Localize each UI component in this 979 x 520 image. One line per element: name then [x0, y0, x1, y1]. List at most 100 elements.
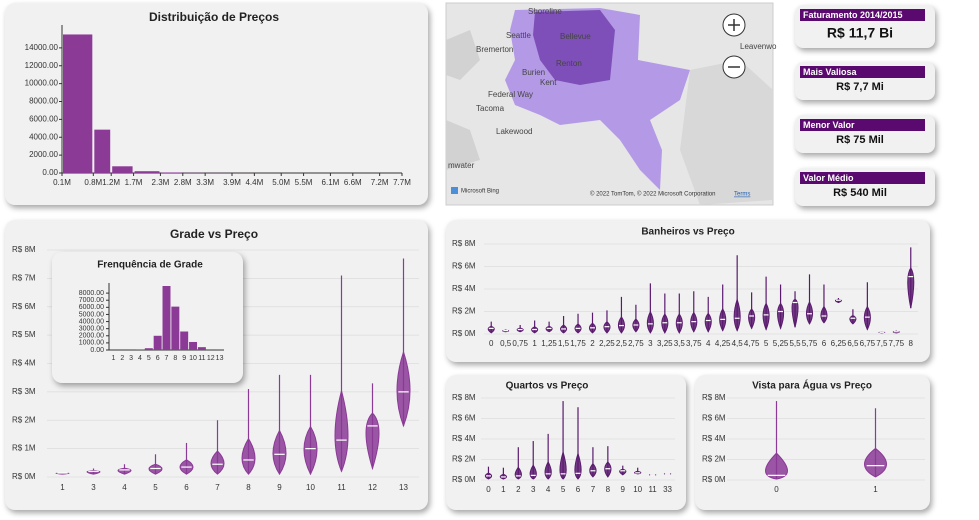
x-tick-label: 10: [306, 483, 315, 492]
x-tick-label: 6: [576, 485, 581, 494]
x-tick-label: 4,75: [744, 339, 760, 348]
violin-body: [864, 447, 887, 478]
violin-body: [148, 463, 163, 475]
map[interactable]: Microsoft Bing © 2022 TomTom, © 2022 Mic…: [445, 2, 774, 206]
violin-body: [849, 315, 857, 325]
map-region: [533, 10, 615, 85]
map-label: mwater: [448, 161, 475, 170]
x-tick-label: 3,5: [674, 339, 686, 348]
x-tick-label: 7: [591, 485, 596, 494]
y-tick-label: 0.00: [90, 347, 104, 354]
violin-body: [863, 305, 871, 331]
chart: Quartos vs Preço R$ 0M R$ 2M R$ 4M R$ 6M R$ 8…: [452, 381, 675, 494]
x-tick-label: 5: [561, 485, 566, 494]
card-label: Mais Valiosa: [803, 67, 858, 77]
y-tick-label: R$ 8M: [452, 239, 476, 248]
violin-body: [748, 308, 756, 330]
y-tick-label: 4000.00: [29, 132, 58, 141]
y-tick-label: R$ 6M: [452, 262, 476, 271]
card-value: R$ 75 Mil: [836, 134, 884, 146]
x-tick-label: 6.6M: [344, 178, 362, 187]
y-tick-label: R$ 1M: [12, 444, 36, 453]
x-tick-label: 2,75: [628, 339, 644, 348]
map-label: Shoreline: [528, 7, 562, 16]
violin-body: [544, 460, 552, 480]
x-tick-label: 5.5M: [295, 178, 313, 187]
x-tick-label: 6,5: [847, 339, 859, 348]
x-tick-label: 1,5: [558, 339, 570, 348]
bar: [153, 335, 162, 350]
y-tick-label: R$ 8M: [12, 245, 36, 254]
x-tick-label: 2.3M: [152, 178, 170, 187]
bar: [134, 171, 160, 173]
chart-title: Banheiros vs Preço: [641, 227, 734, 238]
x-tick-label: 3: [648, 339, 653, 348]
x-tick-label: 12: [207, 355, 215, 362]
violin-body: [545, 325, 553, 333]
y-tick-label: 6000.00: [79, 304, 104, 311]
bar: [161, 172, 182, 173]
map-label: Seattle: [506, 31, 531, 40]
chart-title: Vista para Água vs Preço: [752, 379, 872, 392]
violin-body: [805, 300, 814, 325]
bar: [94, 129, 111, 173]
x-tick-label: 6: [184, 483, 189, 492]
x-tick-label: 6: [156, 355, 160, 362]
x-tick-label: 7: [165, 355, 169, 362]
x-tick-label: 7,75: [889, 339, 905, 348]
x-tick-label: 7: [215, 483, 220, 492]
bar: [63, 34, 93, 173]
x-tick-label: 8: [246, 483, 251, 492]
x-tick-label: 1: [60, 483, 65, 492]
card-header: [800, 9, 925, 21]
y-tick-label: R$ 4M: [452, 434, 476, 443]
violin-body: [559, 450, 567, 480]
y-tick-label: 7000.00: [79, 297, 104, 304]
x-tick-label: 9: [277, 483, 282, 492]
panel: [446, 220, 930, 362]
card-label: Valor Médio: [803, 173, 854, 183]
x-tick-label: 13: [216, 355, 224, 362]
y-tick-label: 8000.00: [29, 97, 58, 106]
x-tick-label: 11: [198, 355, 205, 362]
violin-body: [272, 429, 287, 476]
bar: [144, 348, 153, 350]
map-attribution: © 2022 TomTom, © 2022 Microsoft Corporat…: [590, 191, 715, 198]
x-tick-label: 1,25: [541, 339, 557, 348]
bing-logo: [451, 187, 458, 194]
y-tick-label: R$ 2M: [452, 455, 476, 464]
x-tick-label: 0: [489, 339, 494, 348]
card-label: Faturamento 2014/2015: [803, 10, 903, 20]
y-tick-label: 10000.00: [25, 79, 59, 88]
x-tick-label: 4.4M: [245, 178, 263, 187]
y-tick-label: R$ 8M: [702, 393, 726, 402]
panel: [5, 3, 428, 205]
y-tick-label: 8000.00: [79, 290, 104, 297]
x-tick-label: 0.1M: [53, 178, 71, 187]
chart-title: Quartos vs Preço: [506, 381, 589, 392]
x-tick-label: 1: [501, 485, 506, 494]
chart: Banheiros vs Preço R$ 0M R$ 2M R$ 4M R$ 6M R$…: [452, 227, 918, 348]
y-tick-label: 2000.00: [29, 150, 58, 159]
x-tick-label: 0,75: [512, 339, 528, 348]
y-tick-label: 4000.00: [79, 318, 104, 325]
map-label: Renton: [556, 59, 582, 68]
y-tick-label: R$ 4M: [702, 434, 726, 443]
x-tick-label: 9: [621, 485, 626, 494]
bar: [171, 306, 180, 350]
x-tick-label: 2: [516, 485, 521, 494]
x-tick-label: 4,5: [732, 339, 744, 348]
map-terms[interactable]: Terms: [734, 192, 750, 198]
x-tick-label: 0: [486, 485, 491, 494]
x-tick-label: 3.3M: [196, 178, 214, 187]
y-tick-label: R$ 4M: [452, 284, 476, 293]
y-tick-label: 12000.00: [25, 61, 59, 70]
violin-body: [777, 302, 785, 330]
x-tick-label: 7,5: [876, 339, 888, 348]
y-tick-label: R$ 8M: [452, 393, 476, 402]
map-label: Bremerton: [476, 45, 513, 54]
x-tick-label: 1: [873, 485, 878, 494]
card-value: R$ 7,7 Mi: [836, 81, 884, 93]
chart: Vista para Água vs Preço R$ 0M R$ 2M R$ 4M R…: [702, 379, 925, 494]
x-tick-label: 3: [129, 355, 133, 362]
